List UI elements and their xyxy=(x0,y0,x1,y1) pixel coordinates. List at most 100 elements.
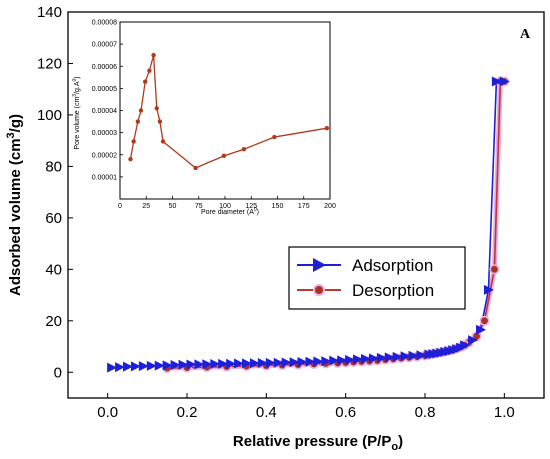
pore-size-point xyxy=(193,165,198,171)
legend-desorption-label: Desorption xyxy=(352,281,434,300)
main-plot-frame xyxy=(67,11,545,399)
main-y-tick-label: 100 xyxy=(37,107,62,124)
inset-y-label: Pore volume (cm3/g.A0) xyxy=(72,76,81,149)
inset-x-tick-label: 0 xyxy=(118,203,122,210)
main-series-layer xyxy=(107,76,510,374)
adsorption-point xyxy=(368,353,379,364)
main-x-tick-label: 0.6 xyxy=(335,404,356,421)
inset-y-axis: 0.00001 0.00002 0.00003 0.00004 0.00005 0.000… xyxy=(92,20,123,181)
adsorption-point xyxy=(297,356,308,367)
pore-size-point xyxy=(143,79,148,84)
pore-size-point xyxy=(221,153,227,159)
inset-x-tick-label: 200 xyxy=(324,203,336,210)
adsorption-point xyxy=(210,359,221,370)
adsorption-point xyxy=(218,358,229,369)
adsorption-point xyxy=(361,353,371,364)
main-x-tick-label: 0.4 xyxy=(256,404,277,421)
main-y-tick-label: 20 xyxy=(45,313,62,330)
adsorption-point xyxy=(138,361,149,372)
main-y-tick-label: 40 xyxy=(45,261,62,278)
inset-y-tick-label: 0.00004 xyxy=(92,108,117,115)
inset-y-tick-label: 0.00005 xyxy=(92,86,117,93)
adsorption-point xyxy=(313,356,324,367)
adsorption-point xyxy=(146,360,157,371)
adsorption-point xyxy=(170,360,181,371)
inset-x-tick-label: 150 xyxy=(272,203,284,210)
adsorption-point xyxy=(384,352,395,363)
main-x-tick-label: 0.8 xyxy=(415,404,436,421)
pore-size-point xyxy=(241,147,247,152)
pore-size-point xyxy=(138,108,144,113)
inset-y-tick-label: 0.00001 xyxy=(92,174,117,181)
adsorption-point xyxy=(329,355,340,366)
main-y-axis: 0 20 40 60 80 100 120 140 xyxy=(37,4,73,381)
inset-y-tick-label: 0.00006 xyxy=(92,64,117,71)
adsorption-point xyxy=(353,354,364,365)
pore-size-point xyxy=(324,126,330,131)
adsorption-point xyxy=(345,354,356,365)
pore-size-point xyxy=(160,139,166,144)
pore-size-point xyxy=(157,119,163,124)
main-x-label: Relative pressure (P/Po) xyxy=(233,433,403,453)
inset-x-tick-label: 125 xyxy=(245,203,257,210)
adsorption-point xyxy=(249,358,260,369)
adsorption-point xyxy=(115,362,126,373)
legend-desorption-marker xyxy=(313,284,325,296)
adsorption-point xyxy=(400,351,411,362)
inset-plot-frame xyxy=(119,21,331,200)
adsorption-point xyxy=(491,76,502,87)
inset-x-axis: 0 25 50 75 100 125 150 175 200 xyxy=(118,196,336,210)
pore-size-point xyxy=(147,68,152,73)
adsorption-point xyxy=(416,350,427,361)
adsorption-point xyxy=(178,359,189,370)
adsorption-point xyxy=(376,352,387,363)
adsorption-point xyxy=(392,351,403,362)
main-x-axis: 0.0 0.2 0.4 0.6 0.8 1.0 xyxy=(97,393,515,421)
adsorption-point xyxy=(408,350,419,361)
inset-x-tick-label: 175 xyxy=(298,203,310,210)
adsorption-point xyxy=(483,284,494,295)
adsorption-point xyxy=(186,359,197,370)
pore-size-point xyxy=(135,119,141,124)
inset-x-tick-label: 25 xyxy=(142,203,150,210)
adsorption-point xyxy=(476,324,487,335)
inset-y-tick-label: 0.00002 xyxy=(92,152,117,159)
adsorption-point xyxy=(321,356,332,367)
inset-plot: 0.00001 0.00002 0.00003 0.00004 0.00005 0.000… xyxy=(72,20,336,217)
pore-size-point xyxy=(151,52,156,58)
adsorption-point xyxy=(202,359,213,370)
adsorption-point xyxy=(130,361,141,372)
inset-x-tick-label: 100 xyxy=(219,203,231,210)
legend-adsorption-label: Adsorption xyxy=(352,256,433,275)
adsorption-point xyxy=(162,360,173,371)
inset-x-label: Pore diameter (A0) xyxy=(201,207,259,216)
adsorption-point xyxy=(257,358,268,369)
legend-adsorption-marker xyxy=(313,258,326,272)
inset-y-tick-label: 0.00007 xyxy=(92,42,117,49)
main-y-tick-label: 80 xyxy=(45,158,62,175)
pore-size-point xyxy=(272,134,277,140)
adsorption-point xyxy=(499,76,510,87)
adsorption-point xyxy=(234,358,245,369)
panel-letter: A xyxy=(520,27,531,42)
adsorption-point xyxy=(194,359,205,370)
main-y-tick-label: 140 xyxy=(37,4,62,21)
main-y-tick-label: 60 xyxy=(45,210,62,227)
desorption-point xyxy=(489,264,500,275)
adsorption-point xyxy=(226,358,237,369)
adsorption-point xyxy=(289,357,300,368)
inset-y-tick-label: 0.00003 xyxy=(92,130,117,137)
main-y-tick-label: 0 xyxy=(54,364,62,381)
main-x-tick-label: 0.2 xyxy=(177,404,198,421)
adsorption-point xyxy=(273,357,284,368)
inset-x-tick-label: 75 xyxy=(195,203,203,210)
main-x-tick-label: 1.0 xyxy=(494,404,515,421)
adsorption-point xyxy=(337,355,348,366)
main-y-label: Adsorbed volume (cm3/g) xyxy=(5,114,24,296)
desorption-point xyxy=(479,315,490,326)
adsorption-point xyxy=(154,360,165,371)
inset-series-layer xyxy=(128,52,330,171)
adsorption-point xyxy=(281,357,292,368)
